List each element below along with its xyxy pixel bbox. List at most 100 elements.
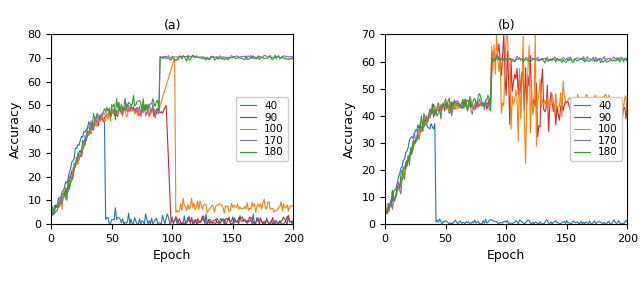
40 (431, 122, 438, 125)
100 (171, 56, 179, 60)
90 (289, 219, 297, 223)
100 (70, 165, 78, 169)
180 (494, 54, 502, 58)
Line: 170: 170 (385, 56, 627, 215)
170 (271, 55, 279, 58)
100 (383, 208, 390, 212)
170 (150, 114, 158, 117)
90 (49, 211, 56, 214)
170 (604, 58, 612, 61)
170 (47, 204, 55, 208)
90 (384, 212, 392, 216)
40 (383, 209, 390, 213)
180 (484, 94, 492, 97)
40 (180, 214, 188, 218)
180 (384, 209, 392, 212)
Line: 40: 40 (385, 123, 627, 224)
Line: 170: 170 (51, 55, 293, 216)
180 (179, 54, 187, 57)
Line: 90: 90 (385, 34, 627, 214)
170 (289, 56, 297, 60)
90 (605, 107, 613, 111)
100 (271, 209, 279, 212)
40 (289, 220, 297, 223)
180 (50, 213, 58, 216)
90 (47, 214, 55, 217)
100 (513, 98, 521, 101)
170 (70, 168, 78, 171)
Line: 180: 180 (51, 55, 293, 214)
90 (271, 222, 279, 226)
170 (513, 55, 521, 58)
Y-axis label: Accuracy: Accuracy (343, 100, 356, 158)
100 (381, 212, 389, 215)
180 (70, 162, 78, 165)
Line: 90: 90 (51, 105, 293, 224)
90 (471, 102, 479, 106)
100 (604, 98, 612, 101)
100 (483, 103, 491, 107)
40 (47, 211, 55, 214)
170 (49, 214, 56, 217)
170 (260, 54, 268, 57)
170 (483, 103, 491, 107)
90 (383, 210, 390, 213)
40 (403, 149, 411, 153)
180 (270, 57, 278, 60)
40 (623, 220, 631, 224)
180 (515, 58, 522, 61)
170 (383, 212, 390, 215)
180 (150, 102, 158, 105)
180 (381, 205, 389, 209)
Legend: 40, 90, 100, 170, 180: 40, 90, 100, 170, 180 (570, 97, 622, 162)
Legend: 40, 90, 100, 170, 180: 40, 90, 100, 170, 180 (236, 97, 288, 162)
40 (472, 221, 480, 225)
Line: 40: 40 (51, 118, 293, 224)
90 (404, 159, 412, 162)
40 (438, 222, 446, 226)
100 (289, 205, 297, 208)
40 (605, 220, 613, 223)
90 (381, 211, 389, 214)
170 (470, 105, 477, 109)
180 (471, 97, 479, 100)
40 (381, 215, 389, 219)
X-axis label: Epoch: Epoch (487, 249, 525, 262)
90 (124, 103, 131, 107)
Line: 100: 100 (51, 58, 293, 215)
180 (623, 60, 631, 63)
100 (150, 107, 158, 110)
170 (179, 55, 187, 59)
40 (515, 222, 522, 226)
100 (403, 163, 411, 166)
180 (404, 154, 412, 157)
180 (383, 210, 390, 214)
170 (381, 213, 389, 216)
90 (515, 92, 522, 96)
40 (49, 211, 56, 214)
90 (484, 103, 492, 106)
180 (289, 56, 297, 60)
100 (470, 105, 477, 108)
170 (137, 112, 145, 116)
40 (138, 219, 146, 222)
40 (69, 159, 77, 163)
170 (512, 57, 520, 61)
180 (605, 60, 613, 63)
180 (137, 101, 145, 105)
Title: (a): (a) (163, 19, 181, 32)
90 (69, 174, 77, 178)
100 (49, 214, 56, 217)
Title: (b): (b) (497, 19, 515, 32)
90 (623, 104, 631, 107)
170 (50, 212, 58, 216)
90 (178, 222, 186, 226)
100 (137, 115, 145, 118)
170 (623, 57, 631, 60)
90 (137, 115, 145, 118)
40 (271, 219, 279, 222)
100 (502, 33, 510, 36)
Line: 100: 100 (385, 34, 627, 213)
100 (47, 213, 55, 217)
170 (403, 165, 411, 168)
